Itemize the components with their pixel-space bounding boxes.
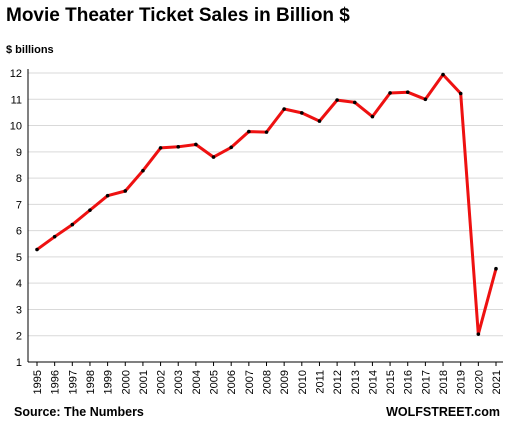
data-point xyxy=(105,193,110,198)
x-tick-label: 2005 xyxy=(209,370,221,394)
data-point xyxy=(70,222,75,227)
x-tick-label: 2014 xyxy=(367,370,379,394)
data-point xyxy=(494,266,498,271)
data-point xyxy=(282,107,286,111)
y-tick-label: 9 xyxy=(16,147,22,159)
x-tick-label: 2021 xyxy=(491,370,503,394)
chart-title: Movie Theater Ticket Sales in Billion $ xyxy=(6,5,350,26)
x-tick-label: 2009 xyxy=(279,370,291,394)
y-tick-label: 5 xyxy=(16,252,22,264)
x-tick-label: 2007 xyxy=(244,370,256,394)
x-tick-label: 2017 xyxy=(420,370,432,394)
data-point xyxy=(52,234,57,239)
x-tick-label: 2018 xyxy=(438,370,450,394)
data-point xyxy=(194,142,198,147)
data-point xyxy=(300,111,304,115)
x-tick-label: 1996 xyxy=(50,370,62,394)
data-point xyxy=(405,90,410,94)
y-tick-label: 4 xyxy=(16,278,22,290)
data-point xyxy=(247,129,251,134)
gridlines xyxy=(28,72,503,363)
source-note: Source: The Numbers xyxy=(14,405,144,419)
x-tick-label: 2019 xyxy=(456,370,468,394)
y-tick-label: 7 xyxy=(16,199,22,211)
x-tick-label: 2004 xyxy=(191,370,203,394)
brand-logo-text: WOLFSTREET.com xyxy=(386,405,500,419)
x-tick-label: 2003 xyxy=(173,370,185,394)
y-tick-label: 2 xyxy=(16,331,22,343)
x-tick-label: 2001 xyxy=(138,370,150,394)
x-tick-labels: 1995 1996 1997 1998 1999 2000 2001 2002 2003 2004… xyxy=(32,370,503,394)
y-tick-label: 8 xyxy=(16,173,22,185)
data-point xyxy=(35,247,39,252)
data-point xyxy=(441,72,445,77)
data-point xyxy=(458,91,463,96)
x-tick-label: 1995 xyxy=(32,370,44,394)
data-point xyxy=(335,98,339,102)
x-tick-label: 1999 xyxy=(103,370,115,394)
data-point xyxy=(352,100,357,105)
data-point xyxy=(176,145,181,149)
x-tick-label: 2000 xyxy=(120,370,132,394)
x-tick-label: 2016 xyxy=(403,370,415,394)
data-point xyxy=(123,189,128,193)
x-tick-label: 2013 xyxy=(350,370,362,394)
y-tick-label: 12 xyxy=(10,68,22,80)
data-point xyxy=(423,97,428,102)
y-tick-label: 11 xyxy=(11,94,22,106)
data-point xyxy=(476,332,481,336)
data-point xyxy=(229,145,233,150)
x-tick-label: 2006 xyxy=(226,370,238,394)
data-point xyxy=(370,114,375,119)
data-point xyxy=(317,119,322,123)
y-tick-label: 6 xyxy=(16,226,22,238)
x-tick-label: 2002 xyxy=(156,370,168,394)
data-point xyxy=(88,208,92,212)
data-point xyxy=(158,146,163,150)
x-tick-label: 2010 xyxy=(297,370,309,394)
data-point xyxy=(141,168,145,173)
markers xyxy=(35,72,498,336)
x-tick-label: 2011 xyxy=(314,370,326,394)
y-tick-label: 3 xyxy=(16,304,22,316)
x-tick-label: 2008 xyxy=(262,370,274,394)
x-tick-label: 1998 xyxy=(85,370,97,394)
data-point xyxy=(388,91,392,95)
data-point xyxy=(211,155,216,159)
x-tick-label: 1997 xyxy=(67,370,79,394)
axes xyxy=(27,69,503,366)
y-tick-label: 1 xyxy=(16,357,22,369)
y-tick-label: 10 xyxy=(10,121,22,133)
x-tick-label: 2020 xyxy=(473,370,485,394)
data-point xyxy=(264,130,269,134)
y-unit-label: $ billions xyxy=(6,44,54,56)
x-tick-label: 2015 xyxy=(385,370,397,394)
x-tick-label: 2012 xyxy=(332,370,344,394)
